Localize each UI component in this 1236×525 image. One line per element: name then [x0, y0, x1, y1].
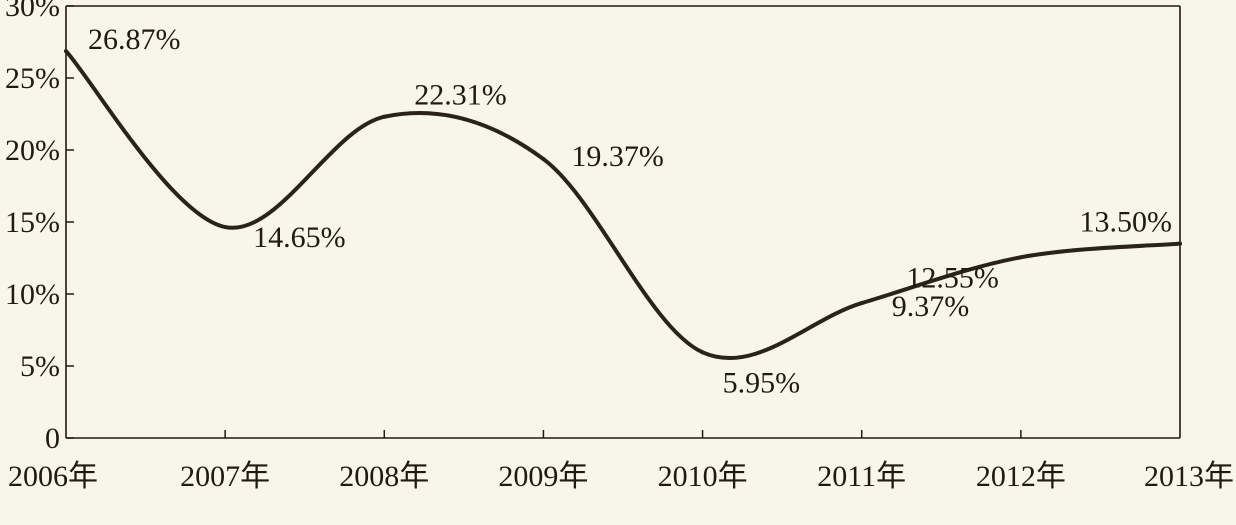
data-point: [223, 225, 228, 230]
x-tick-label: 2011年: [817, 460, 906, 493]
data-point: [64, 49, 68, 54]
data-point: [700, 350, 705, 355]
y-tick-label: 10%: [5, 278, 60, 311]
y-tick-label: 20%: [5, 134, 60, 167]
y-tick-label: 15%: [5, 206, 60, 239]
x-tick-label: 2010年: [658, 460, 748, 493]
series-group: [64, 49, 1182, 360]
x-tick-label: 2006年: [8, 460, 98, 493]
y-tick-label: 5%: [20, 350, 60, 383]
data-point: [1018, 255, 1023, 260]
plot-frame: [65, 5, 1181, 439]
data-label: 9.37%: [892, 290, 970, 323]
data-label: 13.50%: [1080, 206, 1173, 239]
data-label: 14.65%: [253, 221, 346, 254]
x-tick-label: 2009年: [498, 460, 588, 493]
y-tick-label: 0: [45, 422, 60, 455]
data-point: [382, 114, 387, 119]
data-point: [541, 157, 546, 162]
data-label: 12.55%: [906, 261, 999, 294]
y-tick-label: 25%: [5, 62, 60, 95]
data-point: [859, 301, 864, 306]
data-label: 5.95%: [723, 366, 801, 399]
x-tick-label: 2013年: [1144, 460, 1234, 493]
x-tick-label: 2012年: [976, 460, 1066, 493]
data-label: 19.37%: [571, 140, 664, 173]
x-tick-label: 2008年: [339, 460, 429, 493]
x-axis: 2006年 2007年 2008年 2009年 2010年 2011年 2012年 2013年: [8, 430, 1234, 493]
y-tick-label: 30%: [5, 0, 60, 23]
y-axis: 0 5% 10% 15% 20% 25% 30%: [5, 0, 74, 455]
data-point: [1178, 241, 1182, 246]
x-tick-label: 2007年: [180, 460, 270, 493]
data-label: 26.87%: [88, 23, 181, 56]
data-labels: 26.87% 14.65% 22.31% 19.37% 5.95% 9.37%12.55%…: [88, 23, 1172, 399]
series-line: [64, 49, 1182, 360]
data-label: 22.31%: [414, 79, 507, 112]
